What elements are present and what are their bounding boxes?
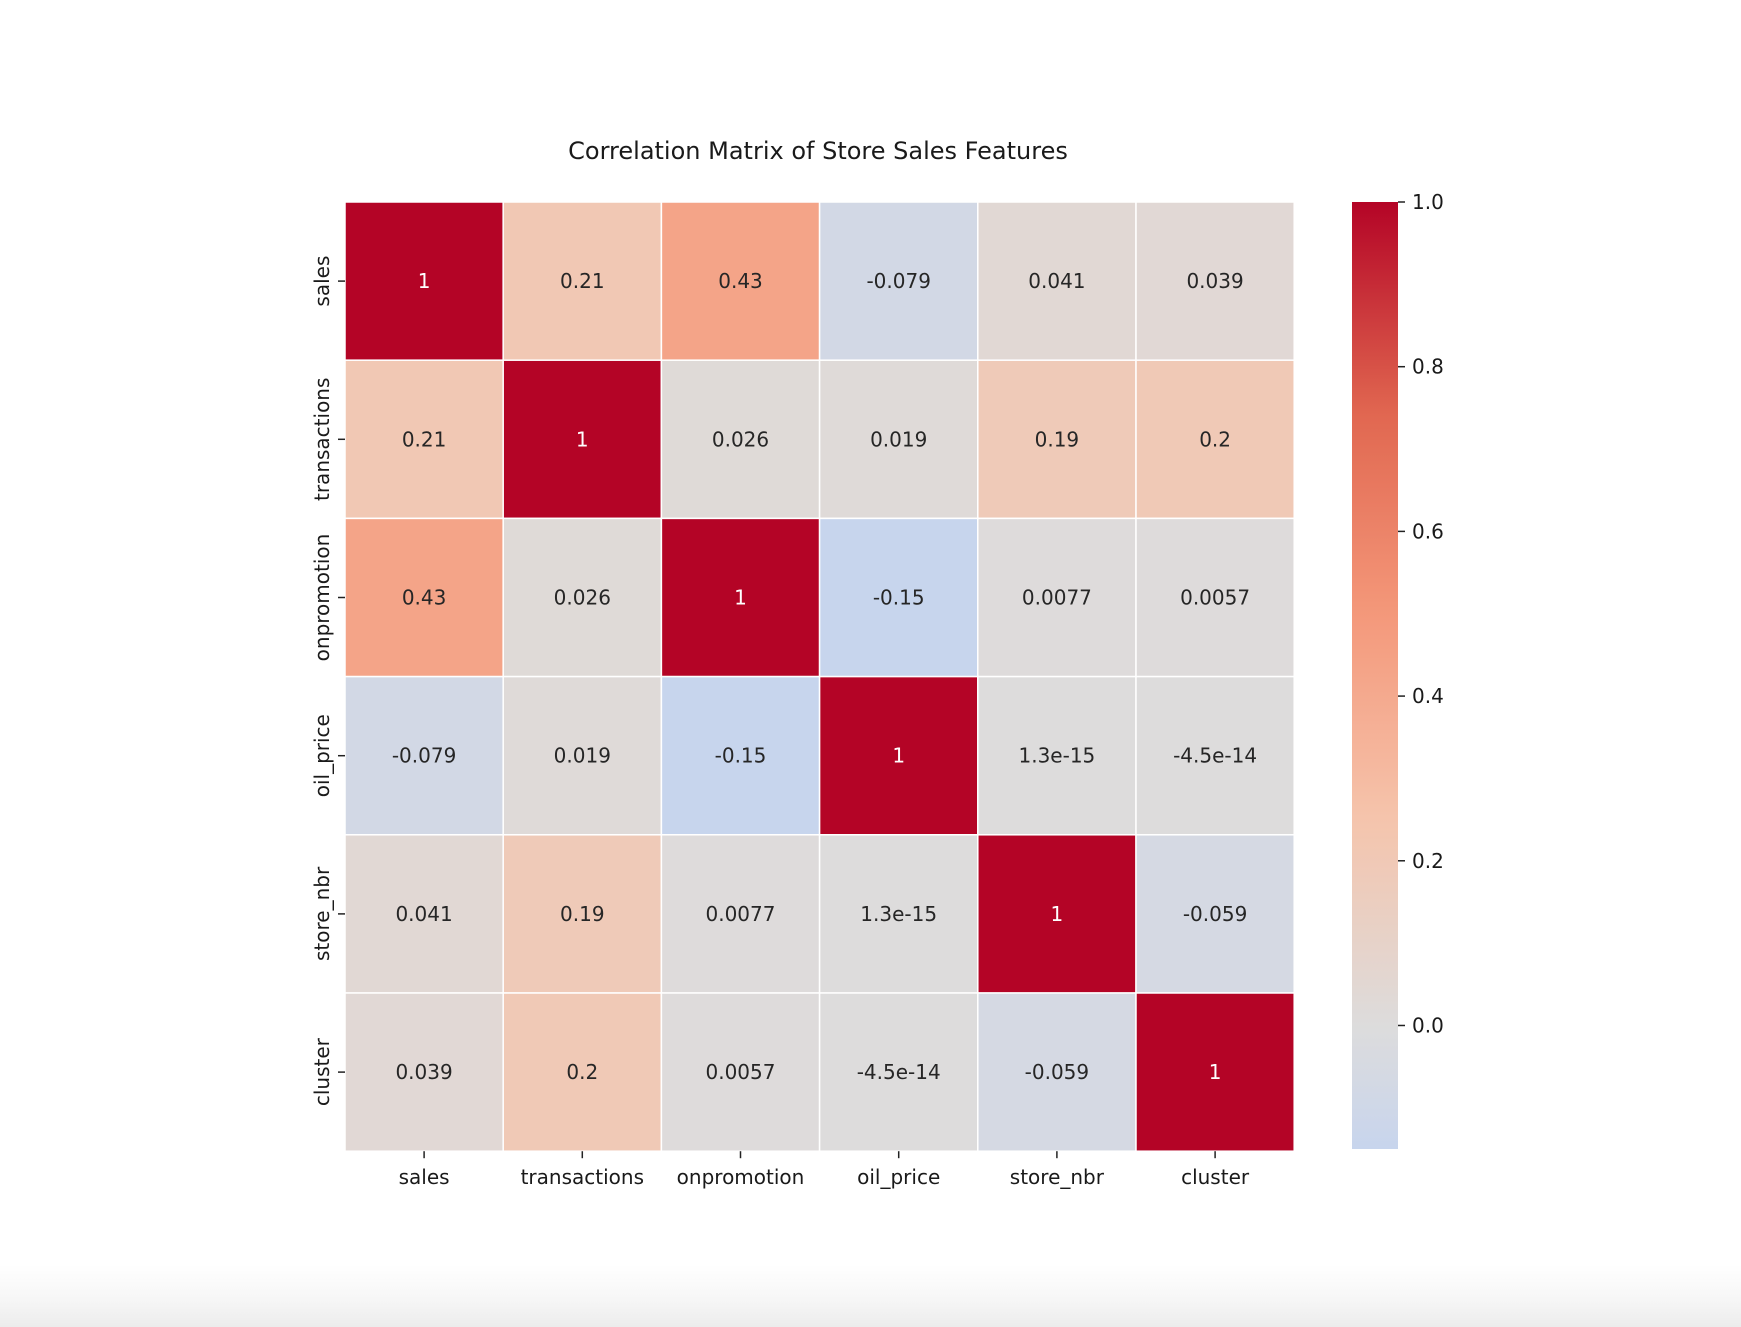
heatmap-cell-oil_price-sales: [344, 675, 504, 836]
heatmap-cell-onpromotion-transactions: [502, 517, 663, 678]
cell-annotation-cluster-oil_price: -4.5e-14: [857, 1060, 941, 1084]
colorbar-tick-label: 0.8: [1412, 355, 1444, 379]
cell-annotation-oil_price-onpromotion: -0.15: [715, 744, 767, 768]
heatmap-cell-sales-cluster: [1135, 201, 1295, 361]
heatmap-cell-store_nbr-onpromotion: [660, 834, 821, 994]
cell-annotation-sales-store_nbr: 0.041: [1028, 269, 1085, 293]
y-tick-label-store_nbr: store_nbr: [310, 866, 334, 961]
heatmap-cell-onpromotion-cluster: [1135, 517, 1295, 678]
x-tick-label-transactions: transactions: [521, 1165, 644, 1189]
colorbar-gradient: [1352, 202, 1398, 1149]
heatmap-cell-oil_price-oil_price: [818, 675, 979, 836]
cell-annotation-oil_price-oil_price: 1: [892, 744, 905, 768]
x-tick-label-store_nbr: store_nbr: [1010, 1165, 1105, 1189]
cell-annotation-sales-transactions: 0.21: [560, 269, 605, 293]
heatmap-cell-sales-oil_price: [818, 201, 979, 361]
heatmap-cell-cluster-store_nbr: [977, 992, 1137, 1152]
heatmap-cell-transactions-transactions: [502, 359, 663, 520]
heatmap-cell-onpromotion-oil_price: [818, 517, 979, 678]
heatmap-cells: [344, 201, 1295, 1152]
y-tick-label-oil_price: oil_price: [310, 714, 334, 797]
x-tick-label-oil_price: oil_price: [857, 1165, 940, 1189]
x-axis: sales transactions onpromotion oil_price sto…: [399, 1151, 1250, 1189]
y-tick-label-sales: sales: [310, 256, 334, 307]
heatmap-cell-oil_price-onpromotion: [660, 675, 821, 836]
cell-annotation-onpromotion-sales: 0.43: [402, 586, 447, 610]
cell-annotation-transactions-sales: 0.21: [402, 427, 447, 451]
y-tick-label-cluster: cluster: [310, 1037, 334, 1106]
cell-annotation-sales-sales: 1: [418, 269, 431, 293]
heatmap-cell-transactions-cluster: [1135, 359, 1295, 520]
x-tick-label-onpromotion: onpromotion: [677, 1165, 805, 1189]
cell-annotation-oil_price-cluster: -4.5e-14: [1173, 744, 1257, 768]
heatmap-cell-oil_price-cluster: [1135, 675, 1295, 836]
cell-annotation-oil_price-sales: -0.079: [392, 744, 456, 768]
cell-annotation-transactions-cluster: 0.2: [1199, 427, 1231, 451]
heatmap-cell-sales-onpromotion: [660, 201, 821, 361]
cell-annotation-store_nbr-cluster: -0.059: [1183, 902, 1247, 926]
cell-annotation-store_nbr-onpromotion: 0.0077: [706, 902, 776, 926]
cell-annotation-onpromotion-oil_price: -0.15: [873, 586, 925, 610]
cell-annotation-cluster-onpromotion: 0.0057: [706, 1060, 776, 1084]
cell-annotation-onpromotion-cluster: 0.0057: [1180, 586, 1250, 610]
cell-annotation-sales-oil_price: -0.079: [866, 269, 930, 293]
heatmap-cell-sales-store_nbr: [977, 201, 1137, 361]
x-tick-label-sales: sales: [399, 1165, 450, 1189]
cell-annotation-sales-onpromotion: 0.43: [718, 269, 763, 293]
y-tick-label-onpromotion: onpromotion: [310, 534, 334, 662]
cell-annotation-cluster-cluster: 1: [1209, 1060, 1222, 1084]
chart-title: Correlation Matrix of Store Sales Featur…: [568, 137, 1068, 165]
cell-annotation-store_nbr-sales: 0.041: [395, 902, 452, 926]
heatmap-cell-onpromotion-store_nbr: [977, 517, 1137, 678]
cell-annotation-onpromotion-transactions: 0.026: [554, 586, 611, 610]
cell-annotation-store_nbr-oil_price: 1.3e-15: [860, 902, 937, 926]
colorbar-tick-label: 1.0: [1412, 190, 1444, 214]
heatmap-cell-onpromotion-sales: [344, 517, 504, 678]
cell-annotation-cluster-sales: 0.039: [395, 1060, 452, 1084]
y-axis: sales transactions onpromotion oil_pricesto…: [310, 256, 345, 1106]
cell-annotation-transactions-onpromotion: 0.026: [712, 427, 769, 451]
heatmap-cell-onpromotion-onpromotion: [660, 517, 821, 678]
heatmap-cell-oil_price-store_nbr: [977, 675, 1137, 836]
x-tick-label-cluster: cluster: [1181, 1165, 1250, 1189]
cell-annotation-oil_price-store_nbr: 1.3e-15: [1019, 744, 1096, 768]
cell-annotation-onpromotion-onpromotion: 1: [734, 586, 747, 610]
heatmap-cell-sales-sales: [344, 201, 504, 361]
cell-annotation-transactions-oil_price: 0.019: [870, 427, 927, 451]
heatmap-cell-sales-transactions: [502, 201, 663, 361]
heatmap-cell-transactions-oil_price: [818, 359, 979, 520]
colorbar-tick-label: 0.6: [1412, 519, 1444, 543]
cell-annotation-onpromotion-store_nbr: 0.0077: [1022, 586, 1092, 610]
heatmap-cell-store_nbr-sales: [344, 834, 504, 994]
cell-annotation-store_nbr-transactions: 0.19: [560, 902, 605, 926]
cell-annotation-transactions-transactions: 1: [576, 427, 589, 451]
heatmap-cell-store_nbr-oil_price: [818, 834, 979, 994]
cell-annotation-cluster-store_nbr: -0.059: [1025, 1060, 1089, 1084]
heatmap-cell-oil_price-transactions: [502, 675, 663, 836]
cell-annotation-cluster-transactions: 0.2: [566, 1060, 598, 1084]
heatmap-cell-store_nbr-store_nbr: [977, 834, 1137, 994]
cell-annotation-store_nbr-store_nbr: 1: [1051, 902, 1064, 926]
heatmap-cell-cluster-cluster: [1135, 992, 1295, 1152]
colorbar-tick-label: 0.2: [1412, 849, 1444, 873]
cell-annotation-oil_price-transactions: 0.019: [554, 744, 611, 768]
colorbar-tick-label: 0.4: [1412, 684, 1444, 708]
heatmap-cell-store_nbr-cluster: [1135, 834, 1295, 994]
colorbar: 0.0 0.2 0.4 0.6 0.8 1.0: [1352, 190, 1444, 1149]
cell-annotation-transactions-store_nbr: 0.19: [1035, 427, 1080, 451]
heatmap-cell-cluster-sales: [344, 992, 504, 1152]
colorbar-tick-label: 0.0: [1412, 1013, 1444, 1037]
cell-annotation-sales-cluster: 0.039: [1186, 269, 1243, 293]
y-tick-label-transactions: transactions: [310, 378, 334, 501]
